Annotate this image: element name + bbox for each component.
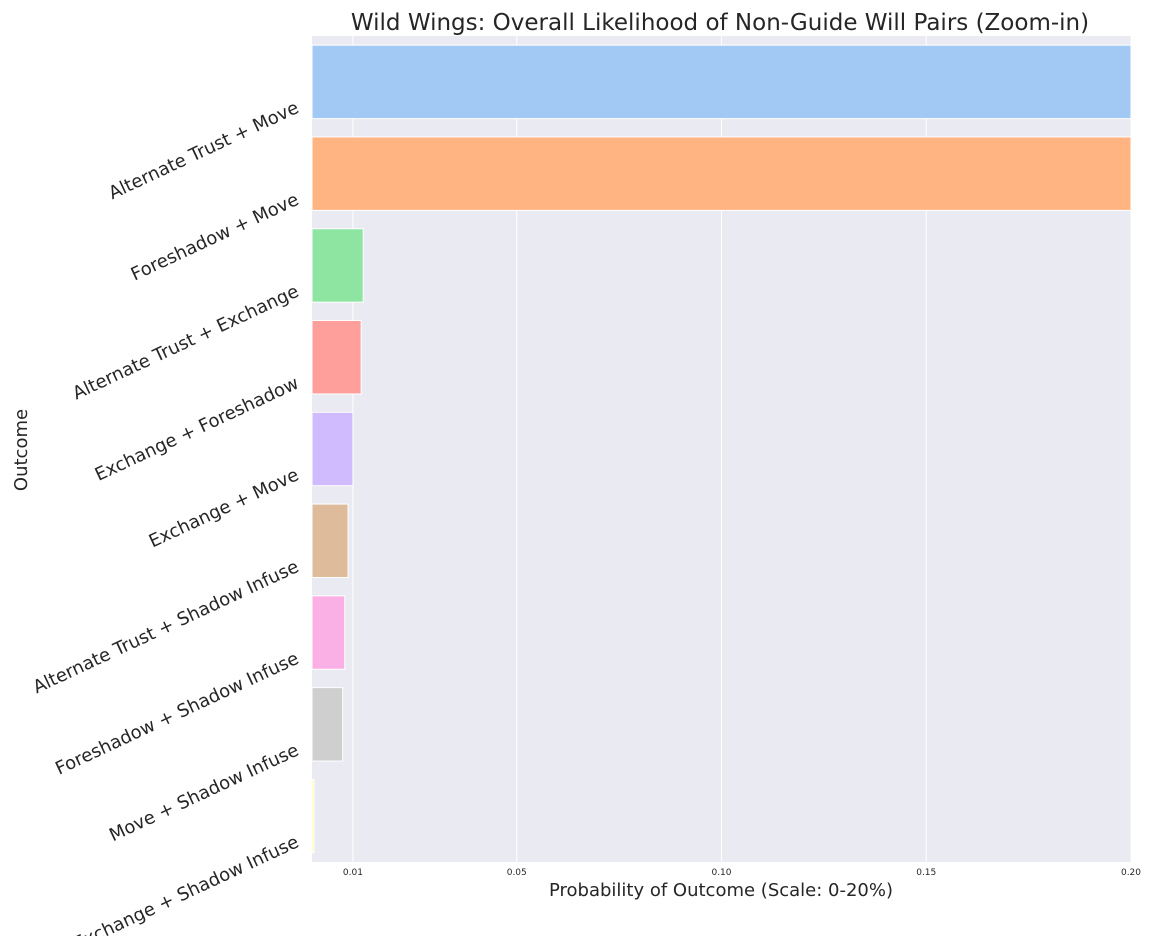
bar bbox=[311, 595, 346, 670]
bar bbox=[311, 228, 364, 303]
x-tick-label: 0.20 bbox=[1121, 868, 1141, 878]
bar bbox=[311, 503, 349, 578]
y-tick-label: Exchange + Move bbox=[146, 464, 302, 552]
x-axis-ticks: 0.01 0.05 0.10 0.15 0.20 bbox=[343, 868, 1141, 878]
y-axis-label: Outcome bbox=[11, 409, 32, 491]
x-tick-label: 0.05 bbox=[507, 868, 527, 878]
y-tick-label: Alternate Trust + Move bbox=[105, 97, 302, 204]
bars bbox=[311, 44, 1132, 854]
bar bbox=[311, 320, 362, 395]
x-tick-label: 0.01 bbox=[343, 868, 363, 878]
y-tick-label: Foreshadow + Move bbox=[128, 189, 302, 285]
x-axis-label: Probability of Outcome (Scale: 0-20%) bbox=[549, 880, 893, 901]
bar bbox=[311, 778, 315, 854]
bar bbox=[311, 136, 1132, 211]
bar bbox=[311, 687, 344, 762]
x-tick-label: 0.15 bbox=[916, 868, 936, 878]
y-tick-label: Move + Shadow Infuse bbox=[106, 740, 302, 846]
chart-title: Wild Wings: Overall Likelihood of Non-Gu… bbox=[351, 10, 1089, 36]
x-tick-label: 0.10 bbox=[711, 868, 731, 878]
y-tick-label: Exchange + Foreshadow bbox=[92, 373, 302, 486]
bar bbox=[311, 411, 354, 487]
bar bbox=[311, 44, 1132, 120]
y-tick-label: Exchange + Shadow Infuse bbox=[70, 832, 302, 936]
